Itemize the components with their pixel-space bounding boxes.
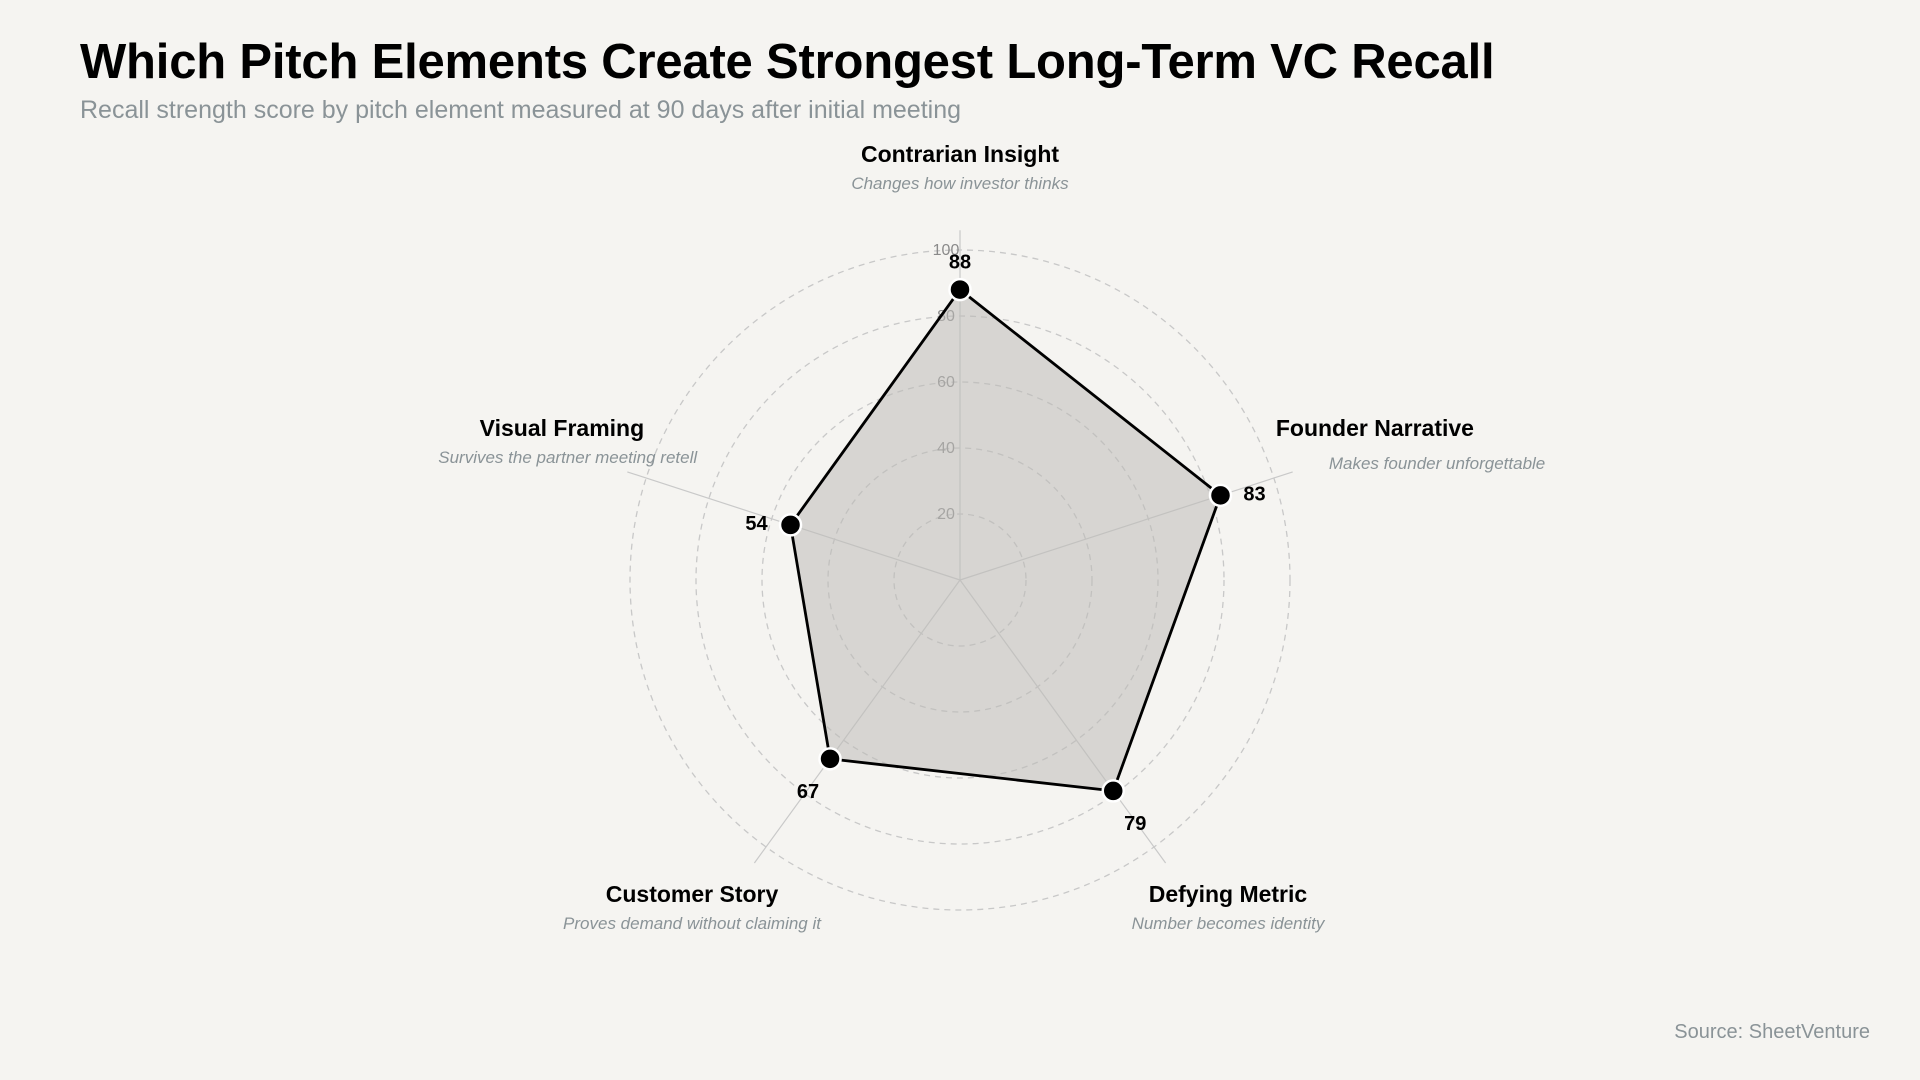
tick-label: 100 (933, 242, 960, 259)
value-label: 83 (1243, 483, 1265, 505)
value-label: 88 (949, 252, 971, 274)
axis-description: Survives the partner meeting retell (438, 448, 698, 467)
chart-subtitle: Recall strength score by pitch element m… (80, 96, 962, 124)
value-label: 79 (1124, 813, 1146, 835)
axis-description: Number becomes identity (1132, 914, 1326, 933)
axis-description: Changes how investor thinks (851, 174, 1069, 193)
axis-description: Proves demand without claiming it (563, 914, 822, 933)
data-point (1208, 483, 1233, 508)
axis-labels: Contrarian Insight Changes how investor t… (438, 141, 1545, 933)
axis-label: Customer Story (606, 881, 779, 907)
data-point (1101, 779, 1125, 803)
value-label: 67 (797, 781, 819, 803)
axis-label: Contrarian Insight (861, 141, 1059, 167)
radar-area (789, 288, 1222, 793)
value-labels: 88 83 79 67 54 (745, 252, 1265, 835)
axis-label: Visual Framing (480, 415, 644, 441)
data-point (818, 747, 842, 771)
source-note: Source: SheetVenture (1674, 1021, 1870, 1043)
value-label: 54 (745, 513, 768, 535)
axis-label: Founder Narrative (1276, 415, 1474, 441)
data-points (778, 277, 1233, 803)
data-point (778, 513, 803, 537)
axis-label: Defying Metric (1149, 881, 1308, 907)
axis-description: Makes founder unforgettable (1329, 454, 1545, 473)
chart-title: Which Pitch Elements Create Strongest Lo… (80, 35, 1495, 89)
data-point (948, 277, 972, 302)
